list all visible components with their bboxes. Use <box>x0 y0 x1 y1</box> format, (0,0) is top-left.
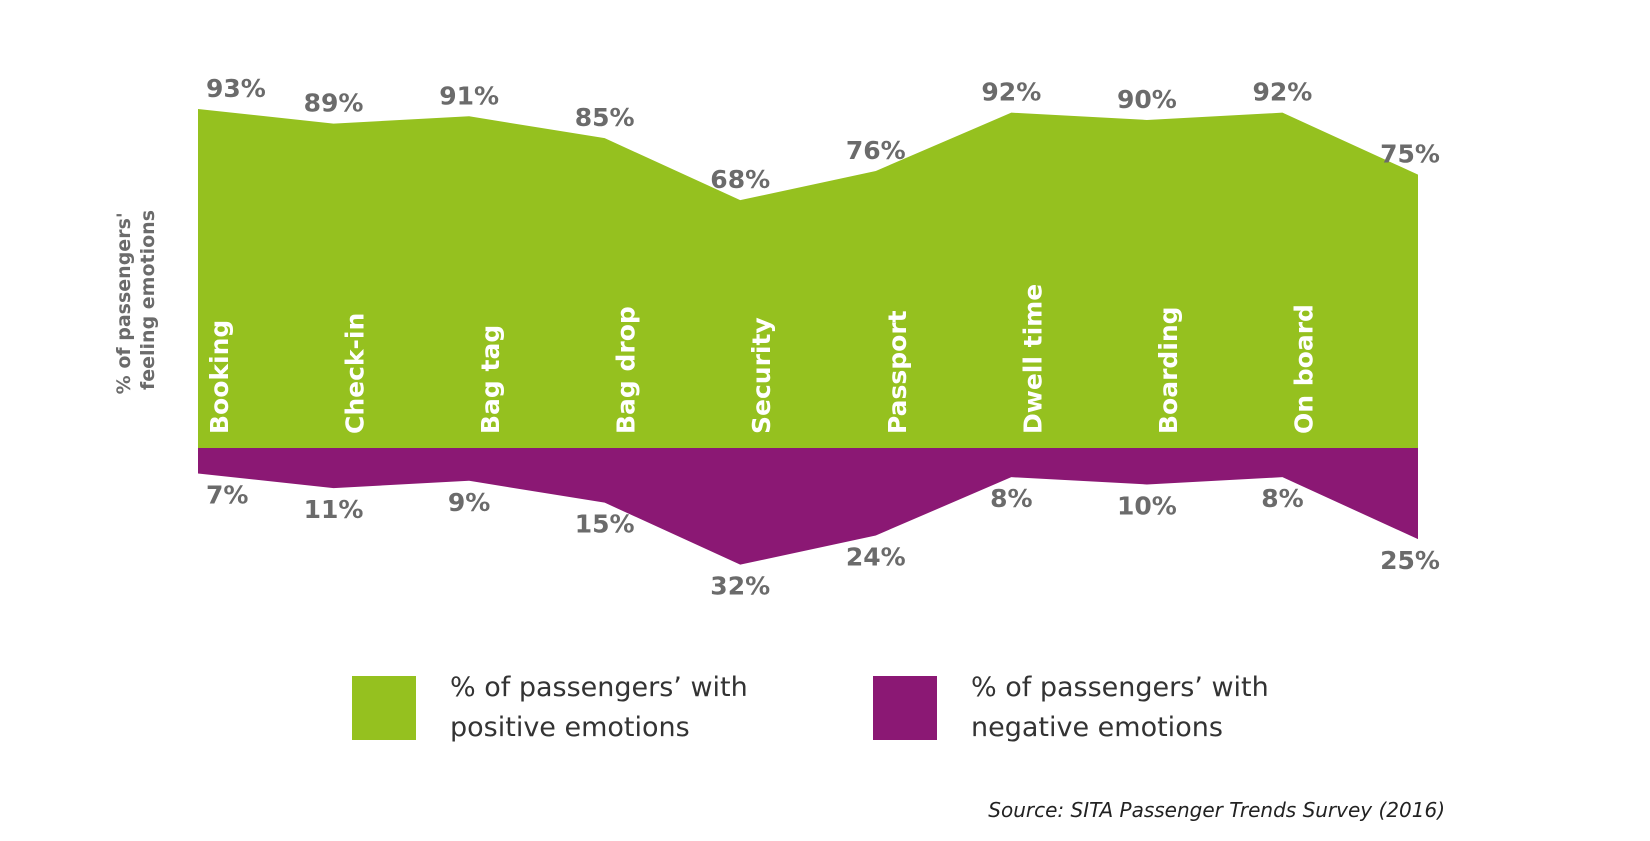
legend-positive-line-2: positive emotions <box>450 712 690 743</box>
value-labels: 93% 89% 91% 85% 68% 76% 92% 90% 92% 75% 7% 11% 9% 15%… <box>206 74 1440 601</box>
y-axis-label-line-2: feeling emotions <box>137 210 159 390</box>
negative-value-label: 32% <box>710 572 770 601</box>
positive-value-label: 89% <box>304 89 364 118</box>
positive-value-label: 85% <box>575 103 635 132</box>
positive-value-label: 75% <box>1380 140 1440 169</box>
positive-value-label: 92% <box>1253 78 1313 107</box>
negative-value-label: 8% <box>1261 484 1303 513</box>
legend-negative-swatch <box>873 676 937 740</box>
legend-negative-line-1: % of passengers’ with <box>971 672 1269 703</box>
positive-value-label: 91% <box>439 81 499 110</box>
negative-value-label: 7% <box>206 481 248 510</box>
category-label-booking: Booking <box>205 320 234 434</box>
category-label-boarding: Boarding <box>1154 306 1183 434</box>
legend-negative: % of passengers’ with negative emotions <box>873 668 1271 748</box>
category-label-check-in: Check-in <box>341 313 370 434</box>
positive-area <box>198 109 1418 448</box>
category-label-bag-tag: Bag tag <box>476 325 505 434</box>
chart-areas <box>198 109 1418 565</box>
legend-negative-line-2: negative emotions <box>971 712 1223 743</box>
negative-value-label: 15% <box>575 510 635 539</box>
category-label-passport: Passport <box>883 310 912 434</box>
negative-value-label: 9% <box>448 488 490 517</box>
positive-value-label: 90% <box>1117 85 1177 114</box>
category-labels: Booking Check-in Bag tag Bag drop Security Pa… <box>205 235 1454 434</box>
category-label-on-board: On board <box>1289 304 1318 434</box>
category-label-bag-drop: Bag drop <box>612 306 641 434</box>
legend-positive-swatch <box>352 676 416 740</box>
positive-value-label: 76% <box>846 136 906 165</box>
negative-value-label: 8% <box>990 484 1032 513</box>
negative-value-label: 24% <box>846 542 906 571</box>
negative-area <box>198 448 1418 565</box>
positive-value-label: 68% <box>710 165 770 194</box>
y-axis-label-line-1: % of passengers' <box>113 212 135 394</box>
negative-value-label: 25% <box>1380 546 1440 575</box>
legend-negative-label: % of passengers’ with negative emotions <box>971 668 1271 748</box>
legend-positive-line-1: % of passengers’ with <box>450 672 748 703</box>
negative-value-label: 11% <box>304 495 364 524</box>
y-axis-label: % of passengers' feeling emotions <box>113 206 159 395</box>
category-label-bag-collection: Bag collection <box>1425 235 1454 434</box>
category-label-dwell-time: Dwell time <box>1018 284 1047 434</box>
legend-positive-label: % of passengers’ with positive emotions <box>450 668 750 748</box>
negative-value-label: 10% <box>1117 491 1177 520</box>
category-label-security: Security <box>747 317 776 434</box>
positive-value-label: 92% <box>981 78 1041 107</box>
positive-value-label: 93% <box>206 74 266 103</box>
source-note: Source: SITA Passenger Trends Survey (20… <box>988 798 1445 822</box>
legend-positive: % of passengers’ with positive emotions <box>352 668 750 748</box>
